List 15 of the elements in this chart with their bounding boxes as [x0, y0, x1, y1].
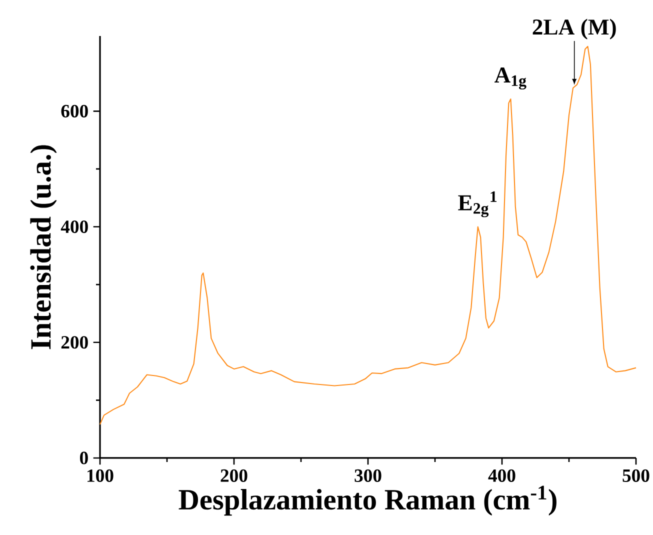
- x-axis-title: Desplazamiento Raman (cm$^{-1}$): [178, 486, 556, 516]
- x-tick-label: 300: [354, 469, 382, 482]
- y-tick-label: 400: [60, 220, 88, 234]
- y-tick-label: 0: [80, 452, 88, 464]
- x-tick-label: 100: [88, 469, 114, 482]
- x-tick-label: 400: [488, 469, 516, 482]
- line-series: [99, 46, 637, 425]
- y-axis-title: Intensidad (u.a.): [30, 145, 57, 350]
- annotation: E$_{2g}$1: [458, 191, 497, 218]
- annotation: A$_{1g}$: [494, 67, 526, 90]
- y-tick-label: 600: [61, 104, 88, 118]
- x-tick-label: 200: [220, 469, 248, 482]
- y-tick-label: 200: [61, 336, 88, 349]
- x-tick-label: 500: [622, 469, 650, 482]
- annotation: 2LA (M): [532, 18, 616, 40]
